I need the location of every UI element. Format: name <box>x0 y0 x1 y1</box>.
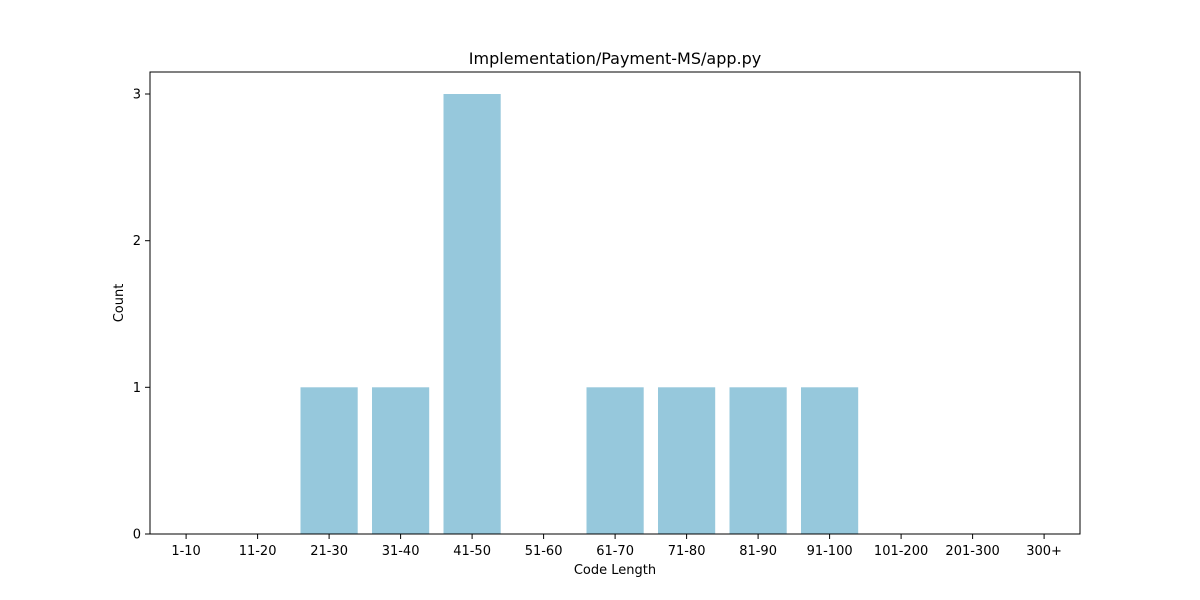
y-tick-label: 2 <box>133 234 141 249</box>
x-tick-label: 101-200 <box>874 544 928 559</box>
bar-81-90 <box>729 387 787 534</box>
bar-31-40 <box>372 387 430 534</box>
bar-61-70 <box>586 387 644 534</box>
x-tick-label: 11-20 <box>239 544 277 559</box>
y-axis-ticks: 0 1 2 3 <box>133 88 150 543</box>
x-tick-label: 1-10 <box>171 544 201 559</box>
x-tick-label: 41-50 <box>453 544 491 559</box>
bar-41-50 <box>443 94 501 534</box>
x-tick-label: 81-90 <box>739 544 777 559</box>
x-tick-label: 51-60 <box>525 544 563 559</box>
x-axis-ticks: 1-10 11-20 21-30 31-40 41-50 51-60 61-70 71-80 8… <box>171 534 1062 559</box>
bars-group <box>300 94 859 534</box>
plot-area-frame <box>149 71 1081 535</box>
y-tick-label: 1 <box>133 381 141 396</box>
x-tick-label: 91-100 <box>807 544 853 559</box>
x-tick-label: 201-300 <box>945 544 999 559</box>
chart-title: Implementation/Payment-MS/app.py <box>469 49 761 68</box>
bar-91-100 <box>801 387 859 534</box>
x-tick-label: 71-80 <box>668 544 706 559</box>
bar-21-30 <box>300 387 358 534</box>
x-axis-label: Code Length <box>574 563 656 578</box>
bar-71-80 <box>658 387 716 534</box>
x-tick-label: 31-40 <box>382 544 420 559</box>
x-tick-label: 61-70 <box>596 544 634 559</box>
y-axis-label: Count <box>112 284 127 323</box>
y-tick-label: 3 <box>133 88 141 103</box>
y-tick-label: 0 <box>133 528 141 543</box>
x-tick-label: 300+ <box>1026 544 1062 559</box>
x-tick-label: 21-30 <box>310 544 348 559</box>
